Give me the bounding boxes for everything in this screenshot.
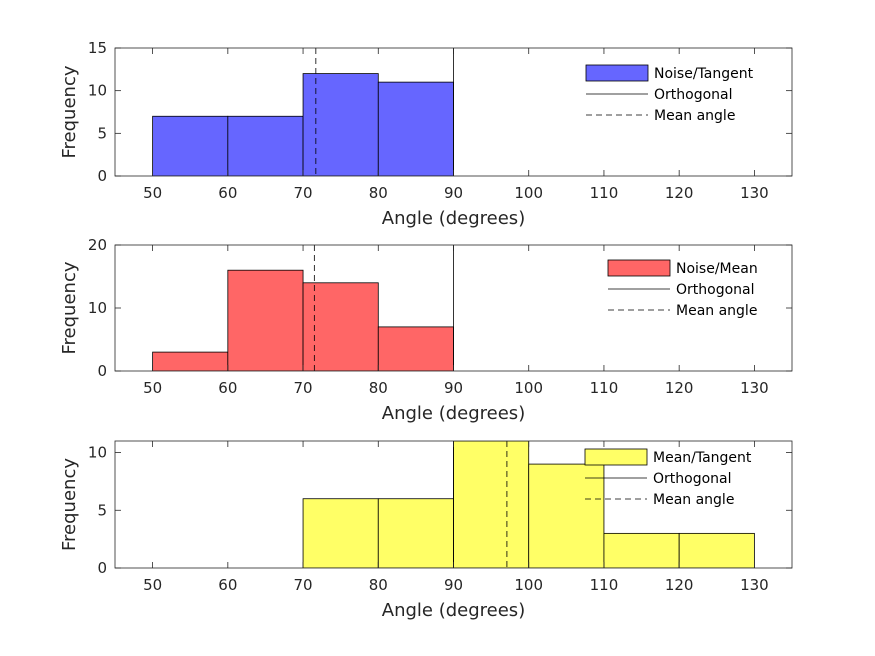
x-tick-label: 100 (514, 576, 543, 594)
y-tick-label: 0 (97, 559, 107, 577)
legend-label: Mean angle (654, 108, 735, 124)
x-tick-label: 60 (218, 184, 237, 202)
legend-label: Mean/Tangent (653, 450, 752, 466)
x-axis-label: Angle (degrees) (382, 208, 525, 229)
legend: Noise/Mean Orthogonal Mean angle (607, 259, 758, 319)
chart-panel-3: 50 60 70 80 90 100 110 120 130 0 5 10 Angle (degrees… (59, 440, 793, 621)
legend-label: Noise/Mean (676, 261, 758, 277)
legend-swatch (584, 448, 648, 466)
histogram-bar (302, 73, 379, 176)
x-tick-label: 70 (294, 576, 313, 594)
x-tick-label: 110 (590, 184, 619, 202)
chart-panel-1: 50 60 70 80 90 100 110 120 130 0 5 10 15 Angle (degre… (59, 39, 793, 229)
histogram-bar (377, 81, 454, 176)
x-tick-label: 100 (514, 379, 543, 397)
y-tick-label: 10 (88, 82, 107, 100)
histogram-bar (152, 351, 229, 371)
x-tick-label: 80 (369, 184, 388, 202)
x-tick-label: 110 (590, 379, 619, 397)
bars (302, 441, 755, 568)
legend: Noise/Tangent Orthogonal Mean angle (585, 64, 754, 124)
x-tick-label: 50 (143, 576, 162, 594)
x-tick-label: 90 (444, 576, 463, 594)
x-tick-label: 100 (514, 184, 543, 202)
x-tick-label: 120 (665, 576, 694, 594)
histogram-bar (377, 326, 454, 371)
y-tick-label: 15 (88, 39, 107, 57)
histogram-bar (227, 115, 304, 176)
chart-panel-2: 50 60 70 80 90 100 110 120 130 0 10 20 Angle (degree… (59, 236, 793, 424)
y-tick-label: 10 (88, 444, 107, 462)
x-tick-label: 90 (444, 379, 463, 397)
x-tick-label: 60 (218, 379, 237, 397)
y-tick-label: 5 (97, 501, 107, 519)
bars (152, 269, 454, 371)
legend-label: Noise/Tangent (654, 66, 754, 82)
histogram-bar (152, 115, 229, 176)
y-tick-label: 10 (88, 299, 107, 317)
legend-label: Orthogonal (676, 282, 755, 298)
x-tick-label: 50 (143, 184, 162, 202)
x-tick-label: 50 (143, 379, 162, 397)
legend-label: Orthogonal (653, 471, 732, 487)
legend-label: Mean angle (676, 303, 757, 319)
x-tick-label: 110 (590, 576, 619, 594)
y-axis-label: Frequency (59, 458, 80, 551)
x-tick-label: 130 (740, 379, 769, 397)
histogram-bar (302, 498, 379, 568)
legend-label: Orthogonal (654, 87, 733, 103)
histogram-bar (678, 532, 755, 568)
y-axis-label: Frequency (59, 261, 80, 354)
y-tick-label: 5 (97, 124, 107, 142)
legend-swatch (607, 259, 671, 277)
histogram-bar (603, 532, 680, 568)
legend-swatch (585, 64, 649, 82)
x-tick-label: 80 (369, 576, 388, 594)
legend: Mean/Tangent Orthogonal Mean angle (584, 448, 752, 508)
y-tick-label: 20 (88, 236, 107, 254)
x-tick-label: 80 (369, 379, 388, 397)
histogram-bar (377, 498, 454, 568)
x-tick-label: 130 (740, 184, 769, 202)
x-tick-label: 120 (665, 379, 694, 397)
x-tick-label: 70 (294, 379, 313, 397)
x-axis-label: Angle (degrees) (382, 403, 525, 424)
histogram-bar (453, 441, 530, 568)
y-axis-label: Frequency (59, 65, 80, 158)
x-axis-label: Angle (degrees) (382, 600, 525, 621)
histogram-bar (528, 463, 605, 568)
y-tick-label: 0 (97, 167, 107, 185)
histogram-bar (227, 269, 304, 371)
x-tick-label: 90 (444, 184, 463, 202)
histogram-bar (302, 282, 379, 371)
x-tick-label: 70 (294, 184, 313, 202)
x-tick-label: 130 (740, 576, 769, 594)
x-tick-label: 60 (218, 576, 237, 594)
legend-label: Mean angle (653, 492, 734, 508)
x-tick-label: 120 (665, 184, 694, 202)
y-tick-label: 0 (97, 362, 107, 380)
